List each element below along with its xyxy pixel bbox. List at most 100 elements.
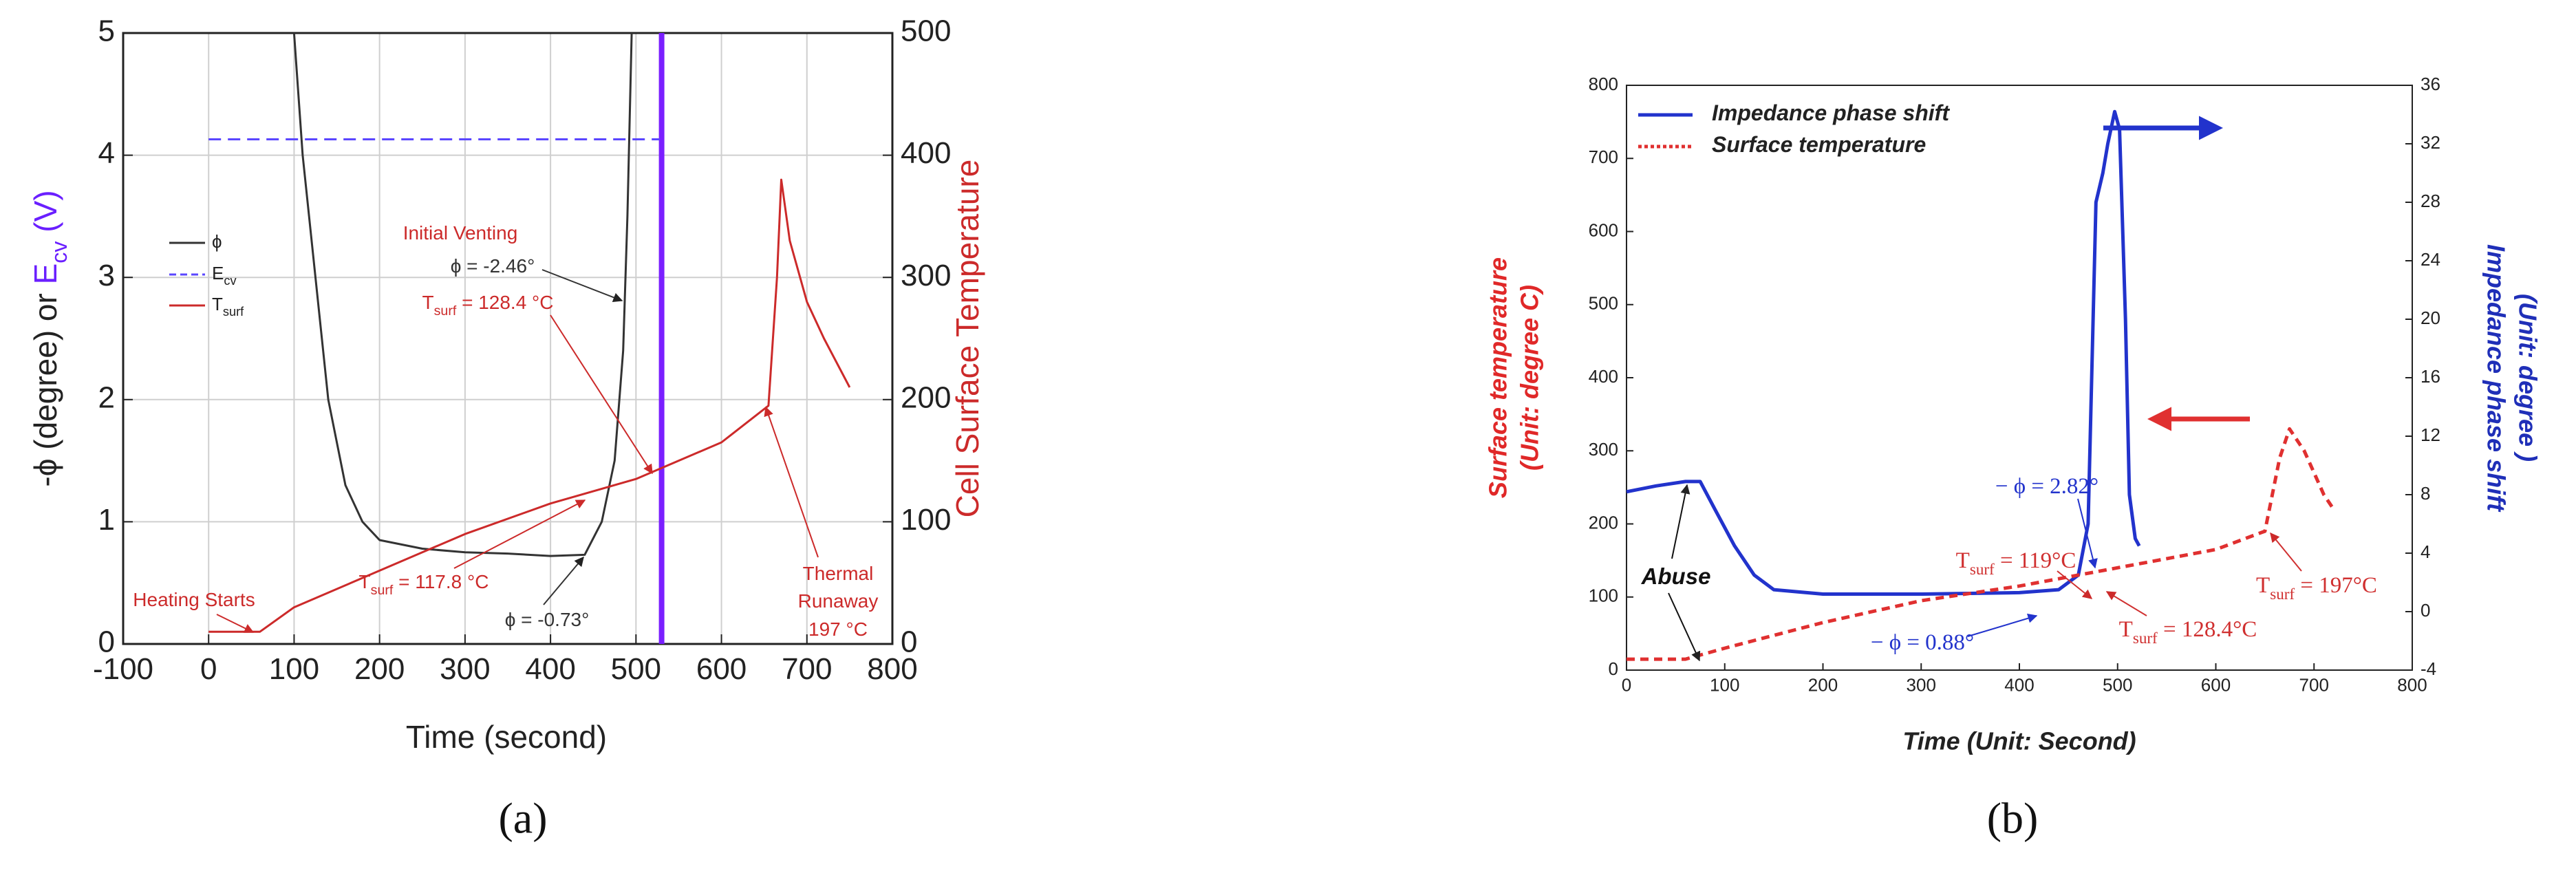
y-tick-label: 2 [98, 380, 115, 414]
x-tick-label: 700 [2299, 674, 2329, 695]
y2-tick-label: 4 [2421, 541, 2430, 562]
annotation: − ϕ = 2.82° [1995, 474, 2099, 499]
x-tick-label: 100 [269, 652, 319, 686]
data-line [1626, 109, 2141, 596]
subscript: surf [2133, 629, 2158, 647]
annotation-arrow [550, 314, 653, 475]
text-part: Impedance phase shift [1712, 100, 1950, 125]
legend-box [162, 114, 239, 320]
y-axis-label: -ϕ (degree) or Ecv (V) [28, 190, 71, 486]
y-axis-label: Surface temperature [1484, 257, 1512, 498]
y2-tick-label: 8 [2421, 483, 2430, 504]
caption: (a) [498, 794, 547, 843]
y2-tick-label: 32 [2421, 132, 2440, 153]
text-part: T [212, 294, 223, 314]
y-axis-label: (Unit: degree C) [1516, 285, 1544, 471]
x-tick-label: 300 [440, 652, 490, 686]
x-tick-label: -100 [93, 652, 153, 686]
text-part: T [422, 292, 434, 313]
annotation-arrow [1967, 613, 2038, 637]
legend-label: Tsurf [212, 294, 244, 319]
subscript: surf [371, 583, 394, 598]
y2-tick-label: 400 [901, 136, 951, 170]
text-part: (V) [28, 190, 63, 241]
text-part: 197 °C [808, 619, 868, 640]
legend-label: Impedance phase shift [1712, 100, 1950, 125]
subscript: surf [434, 303, 457, 319]
annotation-arrow [453, 499, 586, 569]
y2-tick-label: 100 [901, 503, 951, 537]
annotation: Tsurf = 197°C [2256, 573, 2377, 603]
annotation: Abuse [1641, 563, 1711, 589]
annotation-arrow [1671, 484, 1690, 559]
annotation-arrow [2077, 498, 2098, 569]
text-part: Runaway [798, 590, 879, 612]
annotation: Tsurf = 128.4°C [2119, 617, 2257, 647]
y-tick-label: 700 [1589, 147, 1618, 167]
text-part: = 117.8 °C [393, 571, 489, 592]
y-tick-label: 300 [1589, 439, 1618, 460]
annotation-arrow [2057, 570, 2093, 599]
x-tick-label: 0 [1622, 674, 1631, 695]
text-part: ϕ = -0.73° [505, 609, 590, 630]
annotation-arrow [543, 556, 584, 605]
text-part: − ϕ = 0.88° [1871, 630, 1974, 655]
text-part: Surface temperature [1712, 132, 1926, 157]
text-part: T [1956, 548, 1970, 573]
y2-tick-label: 28 [2421, 191, 2440, 211]
text-part: = 128.4°C [2158, 617, 2257, 642]
x-axis-label: Time (second) [406, 719, 607, 755]
x-tick-label: 700 [782, 652, 832, 686]
y-tick-label: 600 [1589, 219, 1618, 240]
annotation-arrow [1668, 592, 1701, 662]
text-part: Heating Starts [133, 589, 255, 610]
annotation-arrow [764, 406, 819, 558]
x-tick-label: 300 [1907, 674, 1936, 695]
legend-label: Ecv [212, 263, 237, 288]
annotation: Initial Venting [403, 222, 518, 244]
text-part: ϕ = -2.46° [451, 255, 535, 277]
x-tick-label: 500 [2103, 674, 2132, 695]
annotation: 197 °C [808, 619, 868, 640]
plot-frame [122, 32, 894, 645]
y-tick-label: 200 [1589, 512, 1618, 533]
y-tick-label: 800 [1589, 74, 1618, 94]
y2-tick-label: 12 [2421, 424, 2440, 445]
y-tick-label: 400 [1589, 366, 1618, 387]
x-tick-label: 400 [525, 652, 575, 686]
subscript: surf [223, 305, 244, 319]
data-line [292, 32, 633, 557]
caption: (b) [1987, 794, 2039, 843]
text-part: T [359, 571, 371, 592]
annotation-arrow [2270, 532, 2302, 572]
annotation: Tsurf = 119°C [1956, 548, 2076, 579]
text-part: E [212, 263, 224, 283]
x-tick-label: 400 [2004, 674, 2034, 695]
annotation: ϕ = -0.73° [505, 609, 590, 630]
text-part: − ϕ = 2.82° [1995, 474, 2099, 499]
y-tick-label: 3 [98, 259, 115, 292]
text-part: T [2256, 573, 2270, 598]
data-line [208, 178, 851, 633]
subscript: surf [1970, 560, 1995, 578]
y2-axis-label: (Unit: degree ) [2513, 294, 2542, 462]
x-tick-label: 500 [611, 652, 661, 686]
y2-tick-label: 500 [901, 14, 951, 48]
y-tick-label: 4 [98, 136, 115, 170]
y2-tick-label: 20 [2421, 308, 2440, 328]
annotation: Tsurf = 117.8 °C [359, 571, 489, 598]
annotation-arrow [2105, 591, 2147, 616]
y2-tick-label: 0 [2421, 600, 2430, 621]
y-tick-label: 500 [1589, 293, 1618, 314]
y2-tick-label: 36 [2421, 74, 2440, 94]
text-part: -ϕ (degree) or [28, 284, 63, 486]
y-tick-label: 100 [1589, 585, 1618, 606]
text-part: = 197°C [2295, 573, 2377, 598]
legend-label: ϕ [212, 231, 222, 252]
y-tick-label: 5 [98, 14, 115, 48]
x-tick-label: 0 [200, 652, 217, 686]
text-part: = 119°C [1995, 548, 2076, 573]
annotation: Thermal [803, 563, 874, 584]
y2-axis-label: Cell Surface Temperature [949, 160, 985, 518]
